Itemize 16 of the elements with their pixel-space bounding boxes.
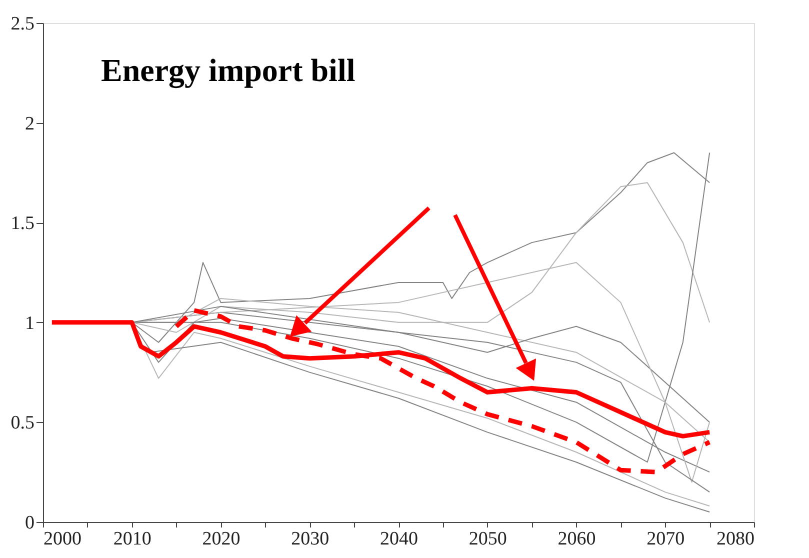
y-tick-label: 1 (25, 312, 34, 334)
x-tick-label: 2010 (113, 528, 152, 550)
x-tick-label: 2020 (202, 528, 240, 550)
x-tick-label: 2030 (291, 528, 330, 550)
x-tick-label: 2050 (468, 528, 507, 550)
x-tick-label: 2040 (380, 528, 418, 550)
y-tick-label: 0 (25, 512, 34, 534)
y-tick-label: 2 (25, 113, 34, 134)
y-tick-label: 2.5 (10, 14, 34, 34)
y-tick-label: 1.5 (10, 213, 34, 234)
x-tick-label: 2060 (558, 528, 596, 550)
x-tick-label: 2070 (646, 528, 685, 550)
x-tick-label: 2080 (716, 528, 754, 550)
x-tick-label: 2000 (44, 528, 82, 550)
text: Energy import bill (101, 52, 356, 89)
y-tick-label: 0.5 (10, 412, 34, 434)
